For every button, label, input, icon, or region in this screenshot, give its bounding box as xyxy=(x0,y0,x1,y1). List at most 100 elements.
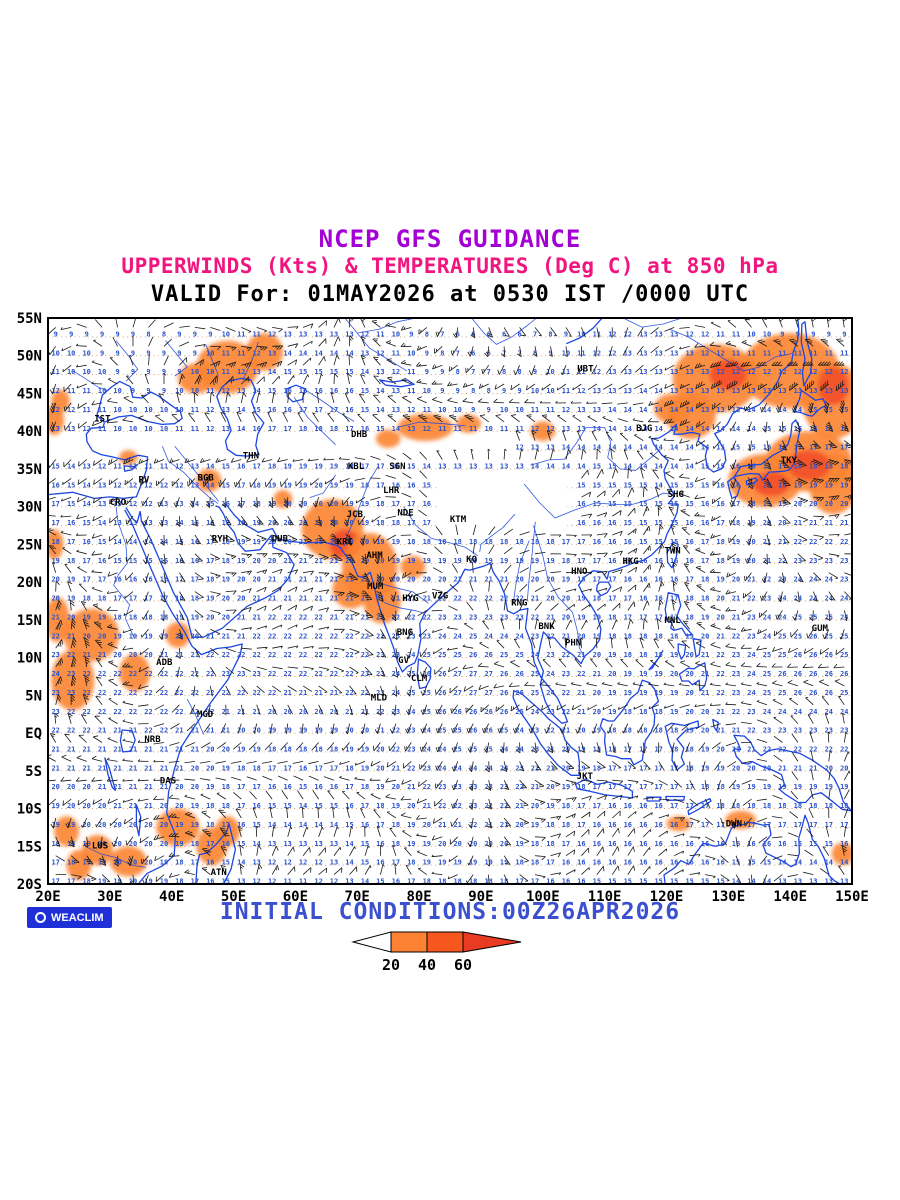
svg-text:21: 21 xyxy=(314,595,322,603)
svg-text:18: 18 xyxy=(809,463,817,471)
svg-text:21: 21 xyxy=(175,764,183,772)
svg-text:16: 16 xyxy=(113,576,121,584)
svg-text:24: 24 xyxy=(500,632,508,640)
svg-text:RNG: RNG xyxy=(511,599,527,609)
svg-text:19: 19 xyxy=(809,783,817,791)
svg-text:9: 9 xyxy=(811,330,815,338)
svg-text:19: 19 xyxy=(314,463,322,471)
svg-text:25: 25 xyxy=(794,632,802,640)
svg-text:120E: 120E xyxy=(650,889,684,905)
svg-text:19: 19 xyxy=(237,746,245,754)
svg-text:13: 13 xyxy=(314,840,322,848)
svg-text:18: 18 xyxy=(515,859,523,867)
svg-text:17: 17 xyxy=(98,576,106,584)
svg-text:16: 16 xyxy=(624,859,632,867)
svg-text:13: 13 xyxy=(113,519,121,527)
svg-text:18: 18 xyxy=(716,783,724,791)
svg-text:15: 15 xyxy=(222,878,230,886)
svg-text:12: 12 xyxy=(314,878,322,886)
svg-text:14: 14 xyxy=(701,444,709,452)
svg-text:17: 17 xyxy=(701,802,709,810)
svg-text:16: 16 xyxy=(206,878,214,886)
svg-text:20: 20 xyxy=(546,576,554,584)
svg-text:22: 22 xyxy=(82,689,90,697)
svg-text:14: 14 xyxy=(237,406,245,414)
svg-text:17: 17 xyxy=(624,613,632,621)
svg-text:15: 15 xyxy=(345,821,353,829)
svg-text:JKT: JKT xyxy=(577,772,594,782)
svg-text:16: 16 xyxy=(175,557,183,565)
svg-text:15: 15 xyxy=(763,425,771,433)
svg-text:12: 12 xyxy=(268,330,276,338)
svg-text:26: 26 xyxy=(469,727,477,735)
svg-text:25: 25 xyxy=(469,632,477,640)
svg-text:21: 21 xyxy=(67,764,75,772)
svg-text:22: 22 xyxy=(809,746,817,754)
svg-text:14: 14 xyxy=(685,444,693,452)
svg-text:KO: KO xyxy=(466,555,477,565)
svg-text:11: 11 xyxy=(562,387,570,395)
svg-text:17: 17 xyxy=(175,576,183,584)
svg-text:13: 13 xyxy=(608,368,616,376)
svg-text:14: 14 xyxy=(654,444,662,452)
svg-text:17: 17 xyxy=(685,821,693,829)
svg-text:15: 15 xyxy=(624,519,632,527)
svg-text:23: 23 xyxy=(546,708,554,716)
svg-text:11: 11 xyxy=(252,330,260,338)
svg-text:18: 18 xyxy=(654,727,662,735)
svg-text:20: 20 xyxy=(129,859,137,867)
svg-text:20: 20 xyxy=(840,764,848,772)
svg-text:19: 19 xyxy=(794,783,802,791)
svg-text:130E: 130E xyxy=(711,889,745,905)
svg-text:23: 23 xyxy=(500,613,508,621)
svg-text:19: 19 xyxy=(423,557,431,565)
svg-text:15: 15 xyxy=(670,481,678,489)
svg-text:21: 21 xyxy=(144,746,152,754)
svg-text:15: 15 xyxy=(639,538,647,546)
svg-text:20: 20 xyxy=(593,651,601,659)
svg-text:21: 21 xyxy=(160,746,168,754)
svg-text:18: 18 xyxy=(67,840,75,848)
svg-text:11: 11 xyxy=(191,406,199,414)
svg-text:7: 7 xyxy=(502,349,506,357)
svg-text:17: 17 xyxy=(206,840,214,848)
svg-text:17: 17 xyxy=(191,878,199,886)
svg-text:16: 16 xyxy=(685,859,693,867)
svg-text:23: 23 xyxy=(732,689,740,697)
svg-text:12: 12 xyxy=(732,368,740,376)
svg-text:16: 16 xyxy=(716,840,724,848)
svg-text:16: 16 xyxy=(685,519,693,527)
legend-box-40-60 xyxy=(426,931,464,953)
svg-text:12: 12 xyxy=(129,500,137,508)
svg-text:14: 14 xyxy=(361,368,369,376)
svg-text:20: 20 xyxy=(51,595,59,603)
svg-text:16: 16 xyxy=(608,557,616,565)
svg-text:14: 14 xyxy=(67,463,75,471)
svg-text:LUS: LUS xyxy=(92,842,108,852)
svg-text:25: 25 xyxy=(484,746,492,754)
svg-text:10: 10 xyxy=(515,406,523,414)
svg-text:24: 24 xyxy=(423,727,431,735)
svg-text:20: 20 xyxy=(299,519,307,527)
svg-text:11: 11 xyxy=(222,349,230,357)
svg-text:14: 14 xyxy=(716,425,724,433)
svg-text:12: 12 xyxy=(515,444,523,452)
svg-text:19: 19 xyxy=(763,783,771,791)
svg-text:20: 20 xyxy=(345,519,353,527)
svg-text:17: 17 xyxy=(330,764,338,772)
svg-text:20: 20 xyxy=(98,840,106,848)
svg-text:19: 19 xyxy=(129,632,137,640)
svg-text:16: 16 xyxy=(716,500,724,508)
svg-text:140E: 140E xyxy=(773,889,807,905)
svg-text:11: 11 xyxy=(732,349,740,357)
svg-text:16: 16 xyxy=(747,840,755,848)
svg-text:18: 18 xyxy=(654,651,662,659)
svg-text:21: 21 xyxy=(314,557,322,565)
svg-text:TWN: TWN xyxy=(664,547,680,557)
svg-text:19: 19 xyxy=(840,481,848,489)
svg-text:14: 14 xyxy=(593,444,601,452)
svg-text:25: 25 xyxy=(531,689,539,697)
svg-text:19: 19 xyxy=(222,764,230,772)
map-content: 17 17 18 19 19 20 21 21 22 23 23 24 23 22 21 20 20 19 18 17… xyxy=(48,318,852,886)
